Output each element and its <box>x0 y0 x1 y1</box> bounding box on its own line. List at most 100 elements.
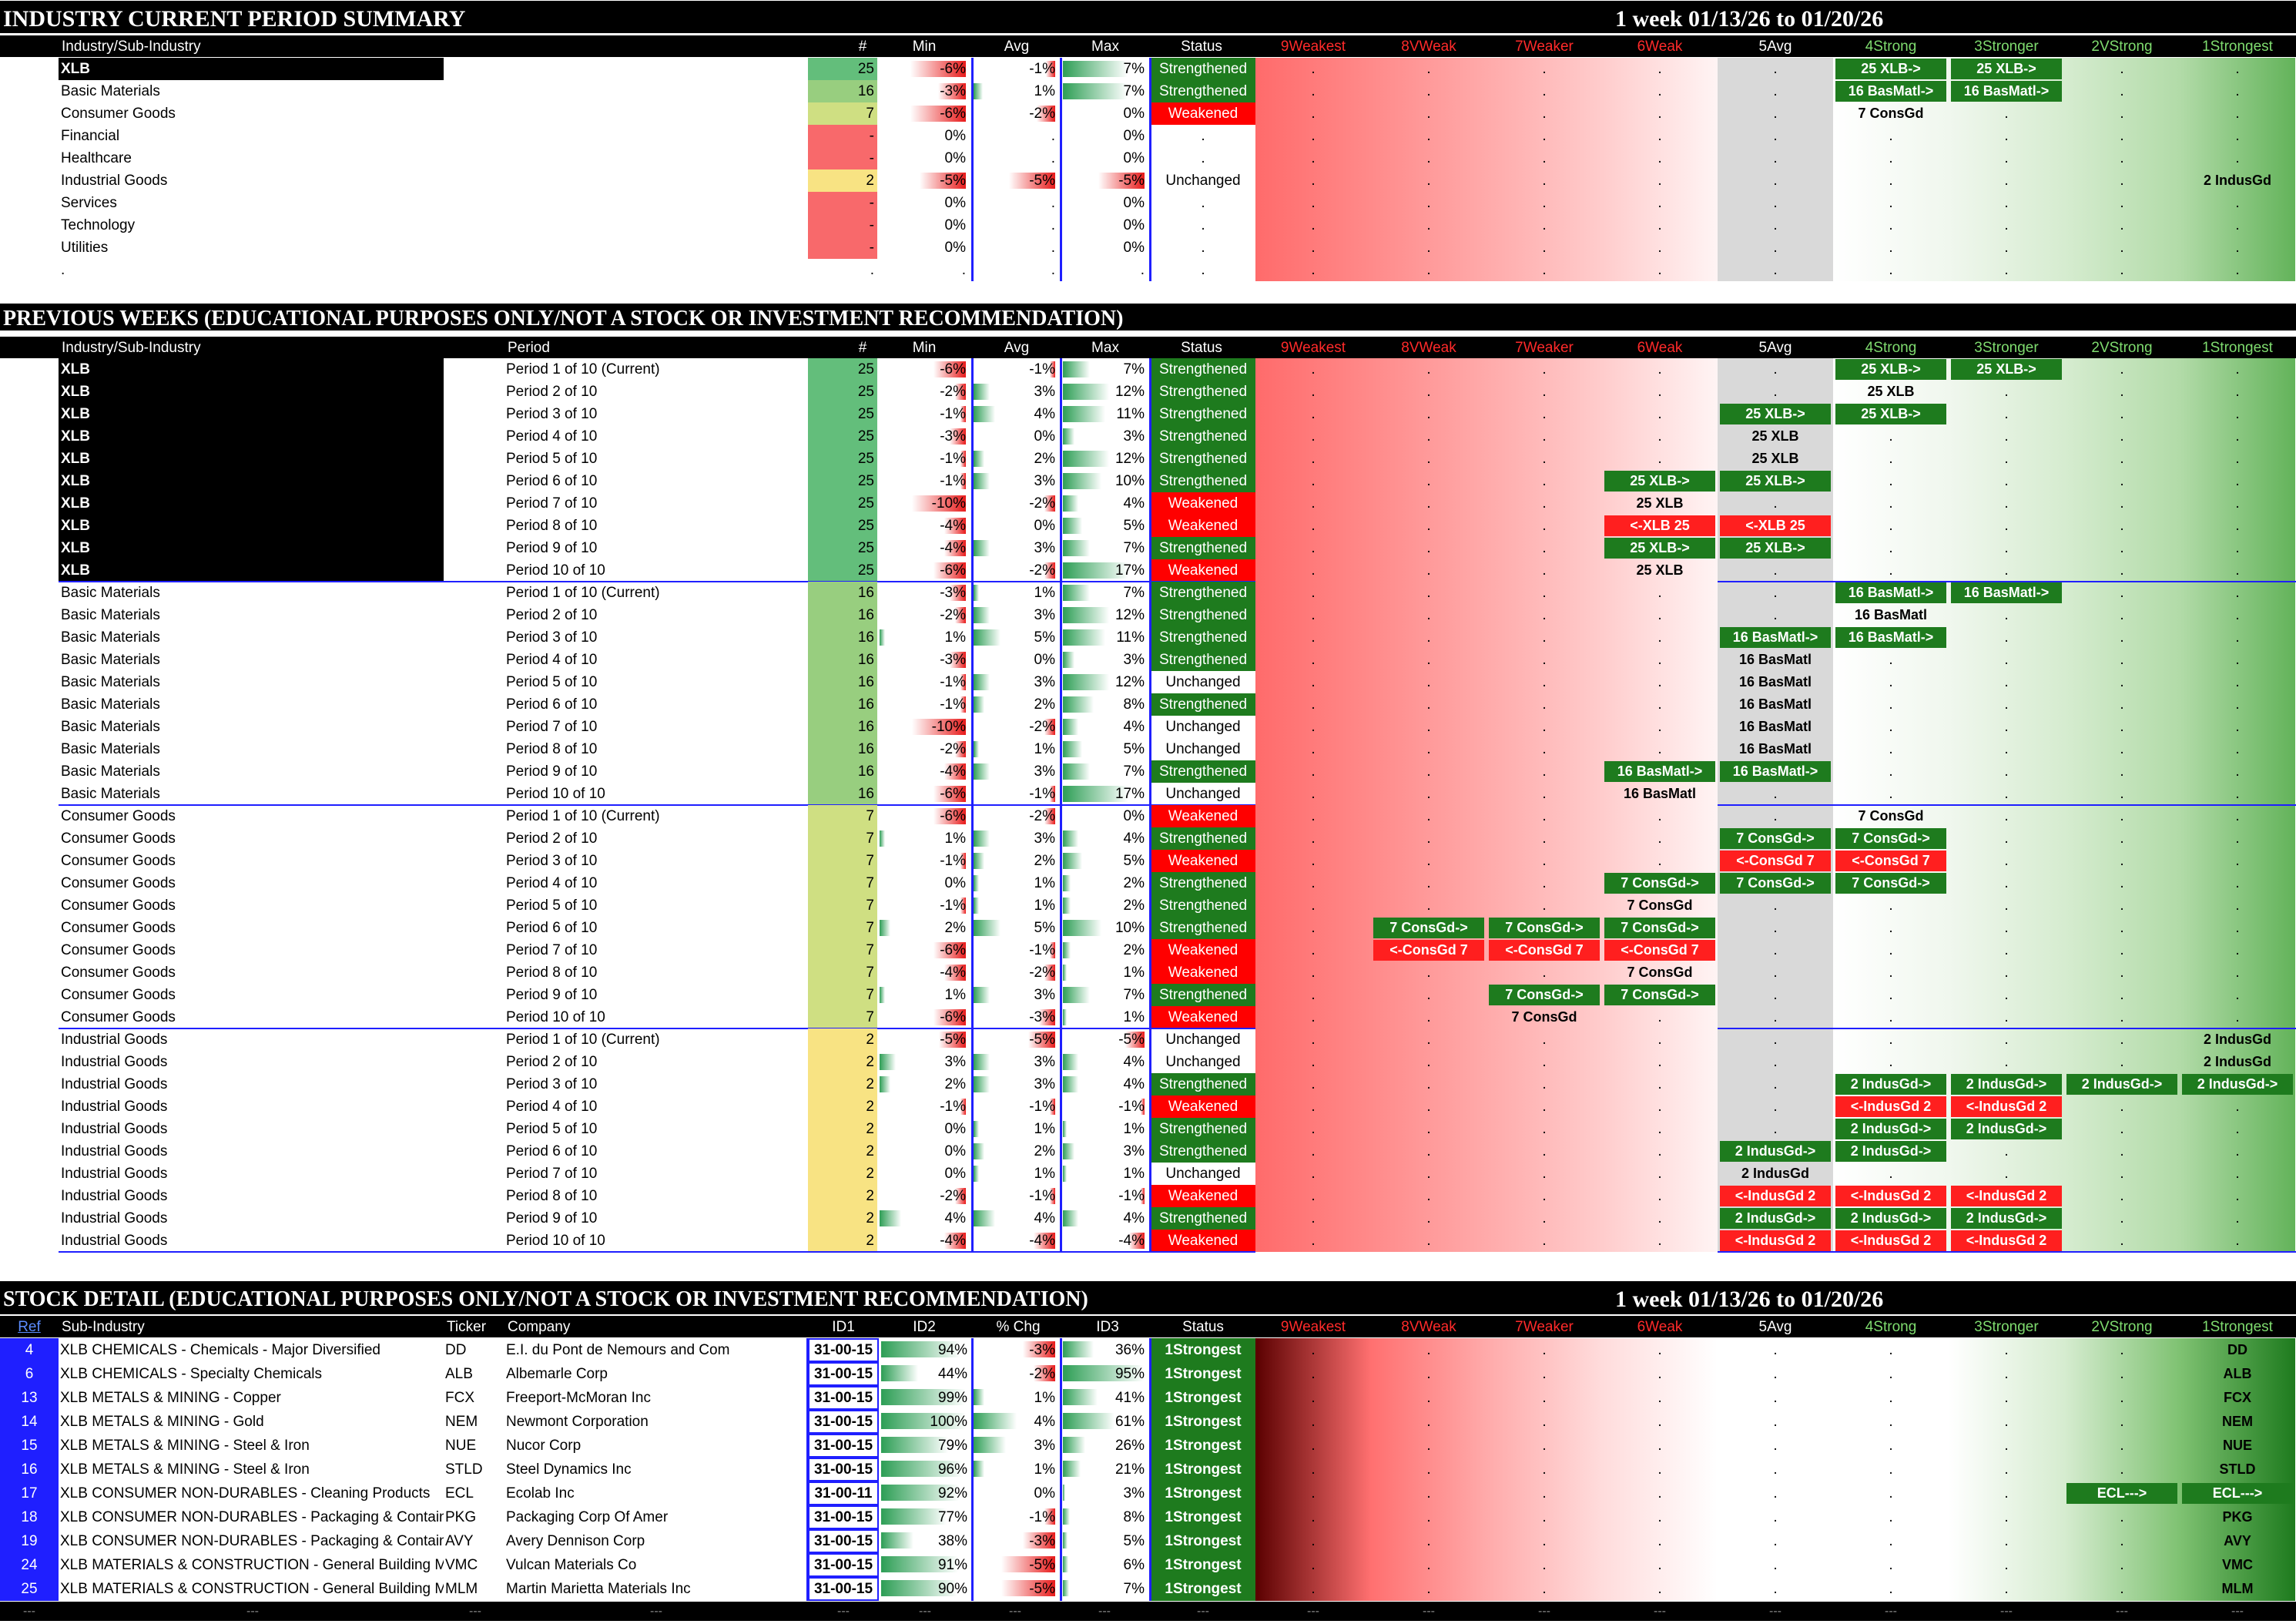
rank-chip: 25 XLB-> <box>1720 538 1831 559</box>
rank-dot: . <box>1542 629 1547 646</box>
rank-header-3stronger: 3Stronger <box>1974 1319 2039 1335</box>
ref-cell[interactable]: 25 <box>0 1577 59 1601</box>
ref-cell[interactable]: 4 <box>0 1338 59 1362</box>
rank-dot: . <box>1426 1557 1431 1573</box>
min-cell: -1% <box>940 898 966 914</box>
rank-dot: . <box>2235 1166 2240 1182</box>
id2-bar <box>881 1556 959 1572</box>
min-cell: 1% <box>944 830 966 847</box>
rank-header-6weak: 6Weak <box>1637 340 1683 356</box>
ref-cell[interactable]: 24 <box>0 1553 59 1577</box>
avg-bar <box>974 875 979 891</box>
chg-bar <box>974 1461 984 1477</box>
avg-bar <box>1050 942 1055 958</box>
stocks-rank-bg-4 <box>1718 1338 1833 1601</box>
rank-dot: . <box>1426 1166 1431 1182</box>
ref-cell[interactable]: 13 <box>0 1386 59 1410</box>
rank-dot: . <box>1657 1121 1662 1137</box>
rank-dot: . <box>2004 1032 2009 1048</box>
status-cell: Strengthened <box>1151 760 1255 783</box>
stocks-header-6: % Chg <box>996 1319 1041 1335</box>
ticker-cell: ECL <box>445 1485 474 1502</box>
industry-name: XLB <box>61 540 90 556</box>
ref-cell[interactable]: 16 <box>0 1458 59 1481</box>
rank-dot: . <box>2004 987 2009 1003</box>
rank-dot: . <box>2004 451 2009 467</box>
rank-mark: ECL---> <box>2066 1483 2177 1504</box>
rank-dot: . <box>2120 898 2124 914</box>
count-cell: 16 <box>808 626 877 649</box>
id1-cell: 31-00-15 <box>808 1362 879 1386</box>
rank-dot: . <box>2120 808 2124 824</box>
rank-dot: . <box>2004 1166 2009 1182</box>
rank-dot: . <box>1657 1581 1662 1597</box>
rank-chip: 16 BasMatl-> <box>1835 582 1946 603</box>
max-cell: 7% <box>1123 763 1145 780</box>
id2-cell: 99% <box>937 1390 967 1406</box>
footer-dash: --- <box>837 1605 850 1618</box>
rank-chip: 7 ConsGd-> <box>1720 873 1831 894</box>
count-cell: 2 <box>808 1028 877 1051</box>
avg-cell: 5% <box>1034 629 1055 646</box>
status-cell: Strengthened <box>1151 381 1255 403</box>
min-bar <box>955 741 966 757</box>
count-cell: 16 <box>808 760 877 783</box>
previous-row: Industrial Goods Period 8 of 10 2 -2% -1% -1%… <box>0 1185 2296 1207</box>
rank-dot: . <box>1311 195 1316 211</box>
company-cell: Martin Marietta Materials Inc <box>506 1581 691 1597</box>
stocks-header-0[interactable]: Ref <box>18 1319 41 1335</box>
previous-header-2: # <box>858 340 867 356</box>
rank-chip: <-ConsGd 7 <box>1835 851 1946 871</box>
avg-cell: 3% <box>1034 384 1055 400</box>
ref-cell[interactable]: 19 <box>0 1529 59 1553</box>
rank-dot: . <box>1889 965 1893 981</box>
avg-bar <box>974 384 990 400</box>
previous-row: Consumer Goods Period 2 of 10 7 1% 3% 4% Stren… <box>0 827 2296 850</box>
avg-cell: 2% <box>1034 1143 1055 1159</box>
avg-cell: -1% <box>1029 361 1055 377</box>
max-bar <box>1141 1099 1145 1115</box>
ref-cell[interactable]: 18 <box>0 1505 59 1529</box>
count-cell: 2 <box>808 1207 877 1230</box>
previous-row: Basic Materials Period 10 of 10 16 -6% -1% 17… <box>0 783 2296 805</box>
rank-chip: <-XLB 25 <box>1604 515 1715 536</box>
rank-dot: . <box>1311 1366 1316 1382</box>
rank-dot: . <box>1773 195 1778 211</box>
count-cell: 2 <box>808 1140 877 1163</box>
max-cell: 12% <box>1114 384 1145 400</box>
rank-dot: . <box>1657 652 1662 668</box>
rank-chip: 25 XLB <box>1636 495 1684 511</box>
rank-dot: . <box>1773 987 1778 1003</box>
max-cell: . <box>1140 262 1145 278</box>
summary-header-1: # <box>858 39 867 55</box>
ref-cell[interactable]: 14 <box>0 1410 59 1434</box>
previous-header-3: Min <box>912 340 937 356</box>
ref-cell[interactable]: 6 <box>0 1362 59 1386</box>
period-cell: Period 4 of 10 <box>506 428 598 445</box>
rank-dot: . <box>1426 128 1431 144</box>
rank-chip: 7 ConsGd-> <box>1720 828 1831 849</box>
rank-dot: . <box>2004 719 2009 735</box>
rank-dot: . <box>1542 518 1547 534</box>
rank-chip: 7 ConsGd <box>1858 808 1924 824</box>
rank-dot: . <box>1311 1485 1316 1502</box>
rank-chip: <-IndusGd 2 <box>1835 1230 1946 1251</box>
id2-cell: 92% <box>937 1485 967 1502</box>
rank-dot: . <box>1426 607 1431 623</box>
id1-cell: 31-00-15 <box>808 1458 879 1481</box>
rank-mark: VMC <box>2222 1557 2253 1572</box>
count-cell: 2 <box>808 1073 877 1096</box>
ref-cell[interactable]: 17 <box>0 1481 59 1505</box>
previous-row: Industrial Goods Period 3 of 10 2 2% 3% 4% Str… <box>0 1073 2296 1096</box>
min-bar <box>944 518 966 534</box>
rank-dot: . <box>2235 674 2240 690</box>
rank-dot: . <box>2120 128 2124 144</box>
period-cell: Period 7 of 10 <box>506 942 598 958</box>
rank-dot: . <box>1311 1438 1316 1454</box>
rank-chip: 2 IndusGd-> <box>1720 1208 1831 1229</box>
ref-cell[interactable]: 15 <box>0 1434 59 1458</box>
stocks-title: STOCK DETAIL (EDUCATIONAL PURPOSES ONLY/… <box>3 1287 1088 1311</box>
previous-rank-bg-0 <box>1255 358 1371 1252</box>
status-cell: Strengthened <box>1151 537 1255 559</box>
period-cell: Period 3 of 10 <box>506 853 598 869</box>
